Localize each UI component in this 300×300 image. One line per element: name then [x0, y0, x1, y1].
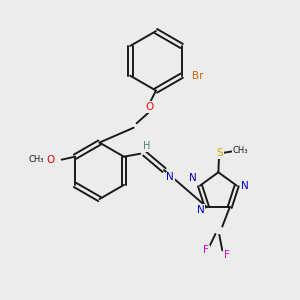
Text: N: N — [197, 205, 205, 215]
Text: F: F — [203, 245, 209, 255]
Text: S: S — [217, 148, 223, 158]
Text: CH₃: CH₃ — [28, 155, 44, 164]
Text: CH₃: CH₃ — [233, 146, 248, 154]
Text: N: N — [189, 173, 197, 183]
Text: O: O — [46, 155, 54, 165]
Text: Br: Br — [192, 71, 204, 81]
Text: F: F — [224, 250, 230, 260]
Text: N: N — [167, 172, 174, 182]
Text: H: H — [143, 141, 151, 151]
Text: O: O — [146, 102, 154, 112]
Text: N: N — [241, 181, 249, 190]
